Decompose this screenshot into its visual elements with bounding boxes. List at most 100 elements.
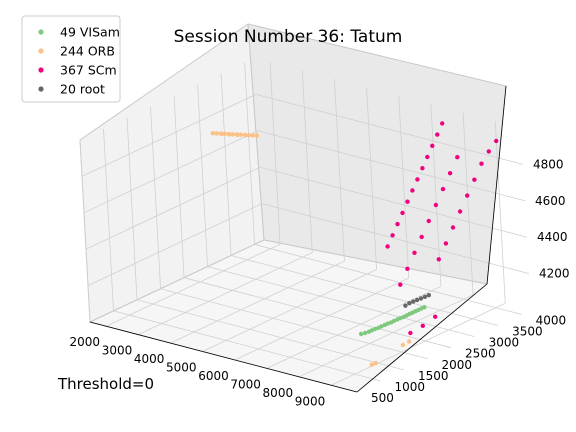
y-tick-label: 3500 [512, 325, 543, 339]
grid-line-x-back [430, 104, 442, 287]
x-tick-label: 2000 [70, 335, 101, 349]
grid-line-y [230, 255, 499, 326]
grid-line-y [207, 266, 475, 337]
data-point [411, 299, 416, 304]
data-point [422, 294, 428, 299]
data-point [210, 131, 215, 136]
data-point [385, 321, 390, 326]
legend-marker [38, 48, 44, 54]
data-point [420, 166, 425, 171]
data-point [426, 293, 431, 298]
x-tick-label: 5000 [166, 361, 197, 375]
grid-line-z-left [87, 203, 263, 286]
data-point [400, 342, 406, 348]
grid-line-x [138, 252, 313, 336]
series-1 [210, 131, 412, 367]
legend-marker [38, 67, 44, 73]
grid-line-y [136, 299, 405, 371]
data-point [238, 132, 243, 137]
grid-line-x [234, 277, 409, 361]
grid-line-x [202, 269, 377, 352]
data-point [415, 177, 420, 182]
data-point [440, 186, 446, 192]
data-point [422, 305, 427, 310]
data-point [407, 301, 412, 306]
series-2 [385, 121, 499, 336]
grid-line-x [105, 243, 281, 327]
data-point [436, 257, 441, 262]
data-point [457, 209, 463, 214]
data-point [390, 233, 395, 238]
x-axis-line [89, 321, 358, 393]
data-point [385, 244, 390, 249]
data-point [369, 362, 375, 367]
data-point [408, 330, 413, 336]
data-point [486, 149, 491, 154]
legend-label: 49 VISam [60, 25, 120, 40]
data-point [214, 131, 219, 136]
data-point [433, 314, 438, 319]
y-axis-line [356, 283, 488, 393]
data-point [391, 318, 397, 324]
threshold-note: Threshold=0 [57, 375, 154, 393]
data-point [447, 171, 453, 176]
data-point [254, 133, 260, 138]
grid-line-y-left [150, 106, 161, 289]
data-point [426, 218, 431, 224]
data-point [419, 234, 424, 240]
z-tick-label: 4600 [535, 194, 566, 208]
data-points [210, 121, 499, 367]
data-point [373, 326, 378, 332]
z-axis-line [486, 85, 507, 285]
grid-line-x-back [494, 121, 506, 304]
data-point [222, 131, 227, 136]
data-point [219, 131, 224, 137]
legend-label: 367 SCm [60, 63, 117, 78]
data-point [440, 121, 445, 126]
data-point [420, 323, 425, 328]
grid-line-y-left [197, 84, 208, 267]
x-tick-label: 7000 [230, 377, 261, 391]
data-point [435, 132, 440, 137]
y-tick-label: 2000 [442, 358, 473, 372]
x-tick-label: 6000 [198, 369, 229, 383]
data-point [235, 132, 240, 137]
data-point [243, 133, 248, 138]
data-point [230, 132, 235, 137]
data-point [406, 339, 412, 344]
axis-lines [89, 85, 507, 393]
grid-line-y [183, 277, 452, 349]
grid-line-z-left [81, 94, 257, 177]
series-3 [403, 293, 431, 308]
data-point [412, 250, 417, 255]
grid-line-x-back [269, 62, 281, 245]
data-point [405, 266, 410, 271]
z-tick-label: 4800 [533, 157, 564, 171]
data-point [405, 199, 410, 204]
data-point [425, 154, 430, 160]
grid-line-x-back [462, 112, 474, 295]
grid-line-y-left [173, 95, 185, 278]
data-point [465, 193, 470, 198]
grid-line-y [113, 310, 381, 382]
grid-line-z-back [261, 203, 530, 274]
data-point [400, 210, 405, 216]
grid-line-y-left [220, 73, 232, 256]
axis-panes [79, 23, 507, 393]
legend-label: 244 ORB [60, 44, 115, 59]
data-point [246, 133, 252, 138]
legend: 49 VISam 244 ORB 367 SCm 20 root [21, 15, 121, 103]
grid-lines [79, 62, 530, 393]
data-point [373, 360, 378, 366]
grid-line-z-left [83, 130, 259, 214]
data-point [433, 202, 439, 208]
x-tick-label: 9000 [295, 394, 326, 408]
grid-line-x-back [301, 70, 313, 253]
legend-marker [38, 29, 44, 35]
grid-line-y [254, 244, 522, 315]
grid-line-x [331, 302, 506, 386]
y-tick-label: 500 [371, 391, 394, 405]
data-point [250, 133, 256, 138]
